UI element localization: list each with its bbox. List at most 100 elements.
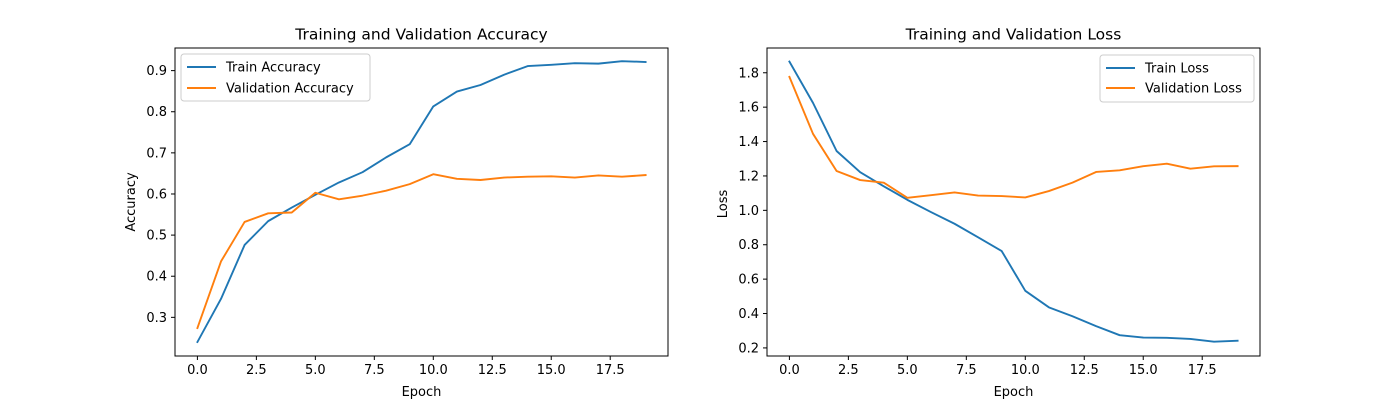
x-axis-ticks: 0.0 2.5 5.0 7.5 10.0 12.5 15.0 17.5: [779, 356, 1217, 378]
y-axis-label: Accuracy: [124, 172, 139, 232]
data-point-train-loss: [1001, 250, 1003, 252]
x-tick-label: 0.0: [779, 363, 800, 378]
data-point-validation-accuracy: [597, 174, 600, 177]
plot-area: [766, 47, 1261, 357]
data-point-train-accuracy: [432, 105, 434, 107]
data-point-validation-accuracy: [409, 183, 411, 185]
data-point-train-loss: [953, 223, 956, 225]
data-point-validation-loss: [1189, 168, 1192, 170]
data-point-train-loss: [1048, 306, 1050, 308]
x-tick-label: 5.0: [305, 363, 326, 378]
plot-area: [174, 47, 669, 357]
data-point-validation-accuracy: [338, 198, 340, 200]
data-point-train-accuracy: [314, 194, 316, 196]
data-point-validation-accuracy: [503, 176, 505, 179]
y-tick-label: 0.9: [146, 64, 167, 79]
data-point-validation-accuracy: [432, 173, 434, 175]
chart-title: Training and Validation Accuracy: [294, 26, 547, 44]
data-point-train-loss: [930, 211, 932, 213]
data-point-train-accuracy: [220, 298, 222, 300]
data-point-validation-accuracy: [291, 211, 293, 214]
data-point-train-accuracy: [243, 244, 246, 246]
data-point-validation-accuracy: [196, 327, 199, 329]
data-point-train-loss: [835, 150, 838, 152]
data-point-train-loss: [1213, 341, 1215, 343]
data-point-validation-accuracy: [361, 195, 364, 197]
data-point-train-loss: [977, 236, 979, 238]
legend-label-train-accuracy: Train Accuracy: [225, 61, 321, 76]
data-point-validation-accuracy: [550, 175, 552, 177]
data-point-validation-accuracy: [527, 176, 529, 178]
y-tick-label: 1.4: [738, 135, 759, 150]
data-point-train-accuracy: [527, 65, 529, 67]
x-axis-label: Epoch: [994, 385, 1034, 400]
data-point-validation-loss: [906, 197, 908, 199]
y-axis-ticks: 0.2 0.4 0.6 0.8 1.0 1.2 1.4 1.6 1.8: [738, 66, 767, 356]
x-tick-label: 7.5: [956, 363, 977, 378]
series-line-validation-accuracy: [196, 173, 647, 330]
data-point-train-accuracy: [409, 143, 411, 145]
data-point-train-accuracy: [267, 220, 269, 222]
data-point-train-loss: [1024, 290, 1026, 292]
data-point-validation-accuracy: [220, 260, 222, 263]
y-tick-label: 1.6: [738, 101, 759, 116]
data-point-validation-loss: [835, 170, 838, 172]
data-point-validation-loss: [1142, 165, 1144, 167]
series-line-train-accuracy: [196, 60, 647, 344]
data-point-train-accuracy: [503, 74, 505, 76]
data-point-validation-accuracy: [456, 178, 458, 180]
data-point-validation-accuracy: [243, 221, 246, 223]
plot-lines: [788, 60, 1239, 343]
x-tick-label: 7.5: [364, 363, 385, 378]
y-tick-label: 0.8: [738, 238, 759, 253]
x-tick-label: 12.5: [478, 363, 507, 378]
x-axis-ticks: 0.0 2.5 5.0 7.5 10.0 12.5 15.0 17.5: [187, 356, 625, 378]
legend-box: [1099, 54, 1255, 103]
series-line-validation-loss: [788, 75, 1239, 199]
data-point-validation-loss: [953, 191, 956, 194]
data-point-validation-accuracy: [621, 176, 623, 178]
x-tick-label: 2.5: [838, 363, 859, 378]
data-point-train-accuracy: [574, 62, 576, 64]
data-point-validation-loss: [1071, 182, 1074, 184]
data-point-validation-accuracy: [267, 212, 269, 214]
data-point-train-loss: [859, 171, 861, 173]
y-tick-label: 0.2: [738, 341, 759, 356]
x-tick-label: 15.0: [537, 363, 566, 378]
data-point-train-accuracy: [291, 206, 293, 209]
data-point-validation-accuracy: [644, 174, 647, 176]
data-point-train-accuracy: [644, 61, 647, 63]
plot-lines: [196, 60, 647, 344]
y-tick-label: 0.6: [146, 187, 167, 202]
legend-box: [180, 53, 371, 102]
legend-label-train-loss: Train Loss: [1144, 62, 1209, 77]
data-point-validation-accuracy: [385, 190, 387, 192]
y-tick-label: 1.2: [738, 169, 759, 184]
data-point-train-loss: [883, 185, 885, 187]
y-tick-label: 0.7: [146, 146, 167, 161]
data-point-validation-loss: [1166, 163, 1168, 165]
x-tick-label: 10.0: [1011, 363, 1040, 378]
legend-label-validation-loss: Validation Loss: [1145, 82, 1242, 97]
data-point-validation-loss: [1119, 169, 1121, 171]
legend: Train Loss Validation Loss: [1099, 54, 1255, 103]
x-tick-label: 17.5: [1188, 363, 1217, 378]
data-point-validation-loss: [1213, 165, 1215, 167]
data-point-train-loss: [906, 199, 908, 201]
y-tick-label: 0.5: [146, 229, 167, 244]
y-tick-label: 0.4: [738, 307, 759, 322]
x-tick-label: 10.0: [419, 363, 448, 378]
data-point-train-accuracy: [385, 156, 387, 158]
y-tick-label: 0.3: [146, 311, 167, 326]
data-point-validation-loss: [788, 76, 791, 78]
data-point-validation-loss: [859, 179, 861, 181]
y-tick-label: 0.4: [146, 270, 167, 285]
series-line-train-loss: [788, 60, 1239, 343]
data-point-train-accuracy: [597, 63, 600, 65]
y-tick-label: 1.0: [738, 204, 759, 219]
accuracy-chart: Training and Validation Accuracy 0.0 2.5 5…: [124, 26, 669, 400]
y-axis-ticks: 0.3 0.4 0.5 0.6 0.7 0.8 0.9: [146, 64, 175, 326]
data-point-train-accuracy: [338, 181, 340, 184]
data-point-validation-loss: [1024, 196, 1026, 199]
data-point-train-accuracy: [479, 84, 482, 86]
